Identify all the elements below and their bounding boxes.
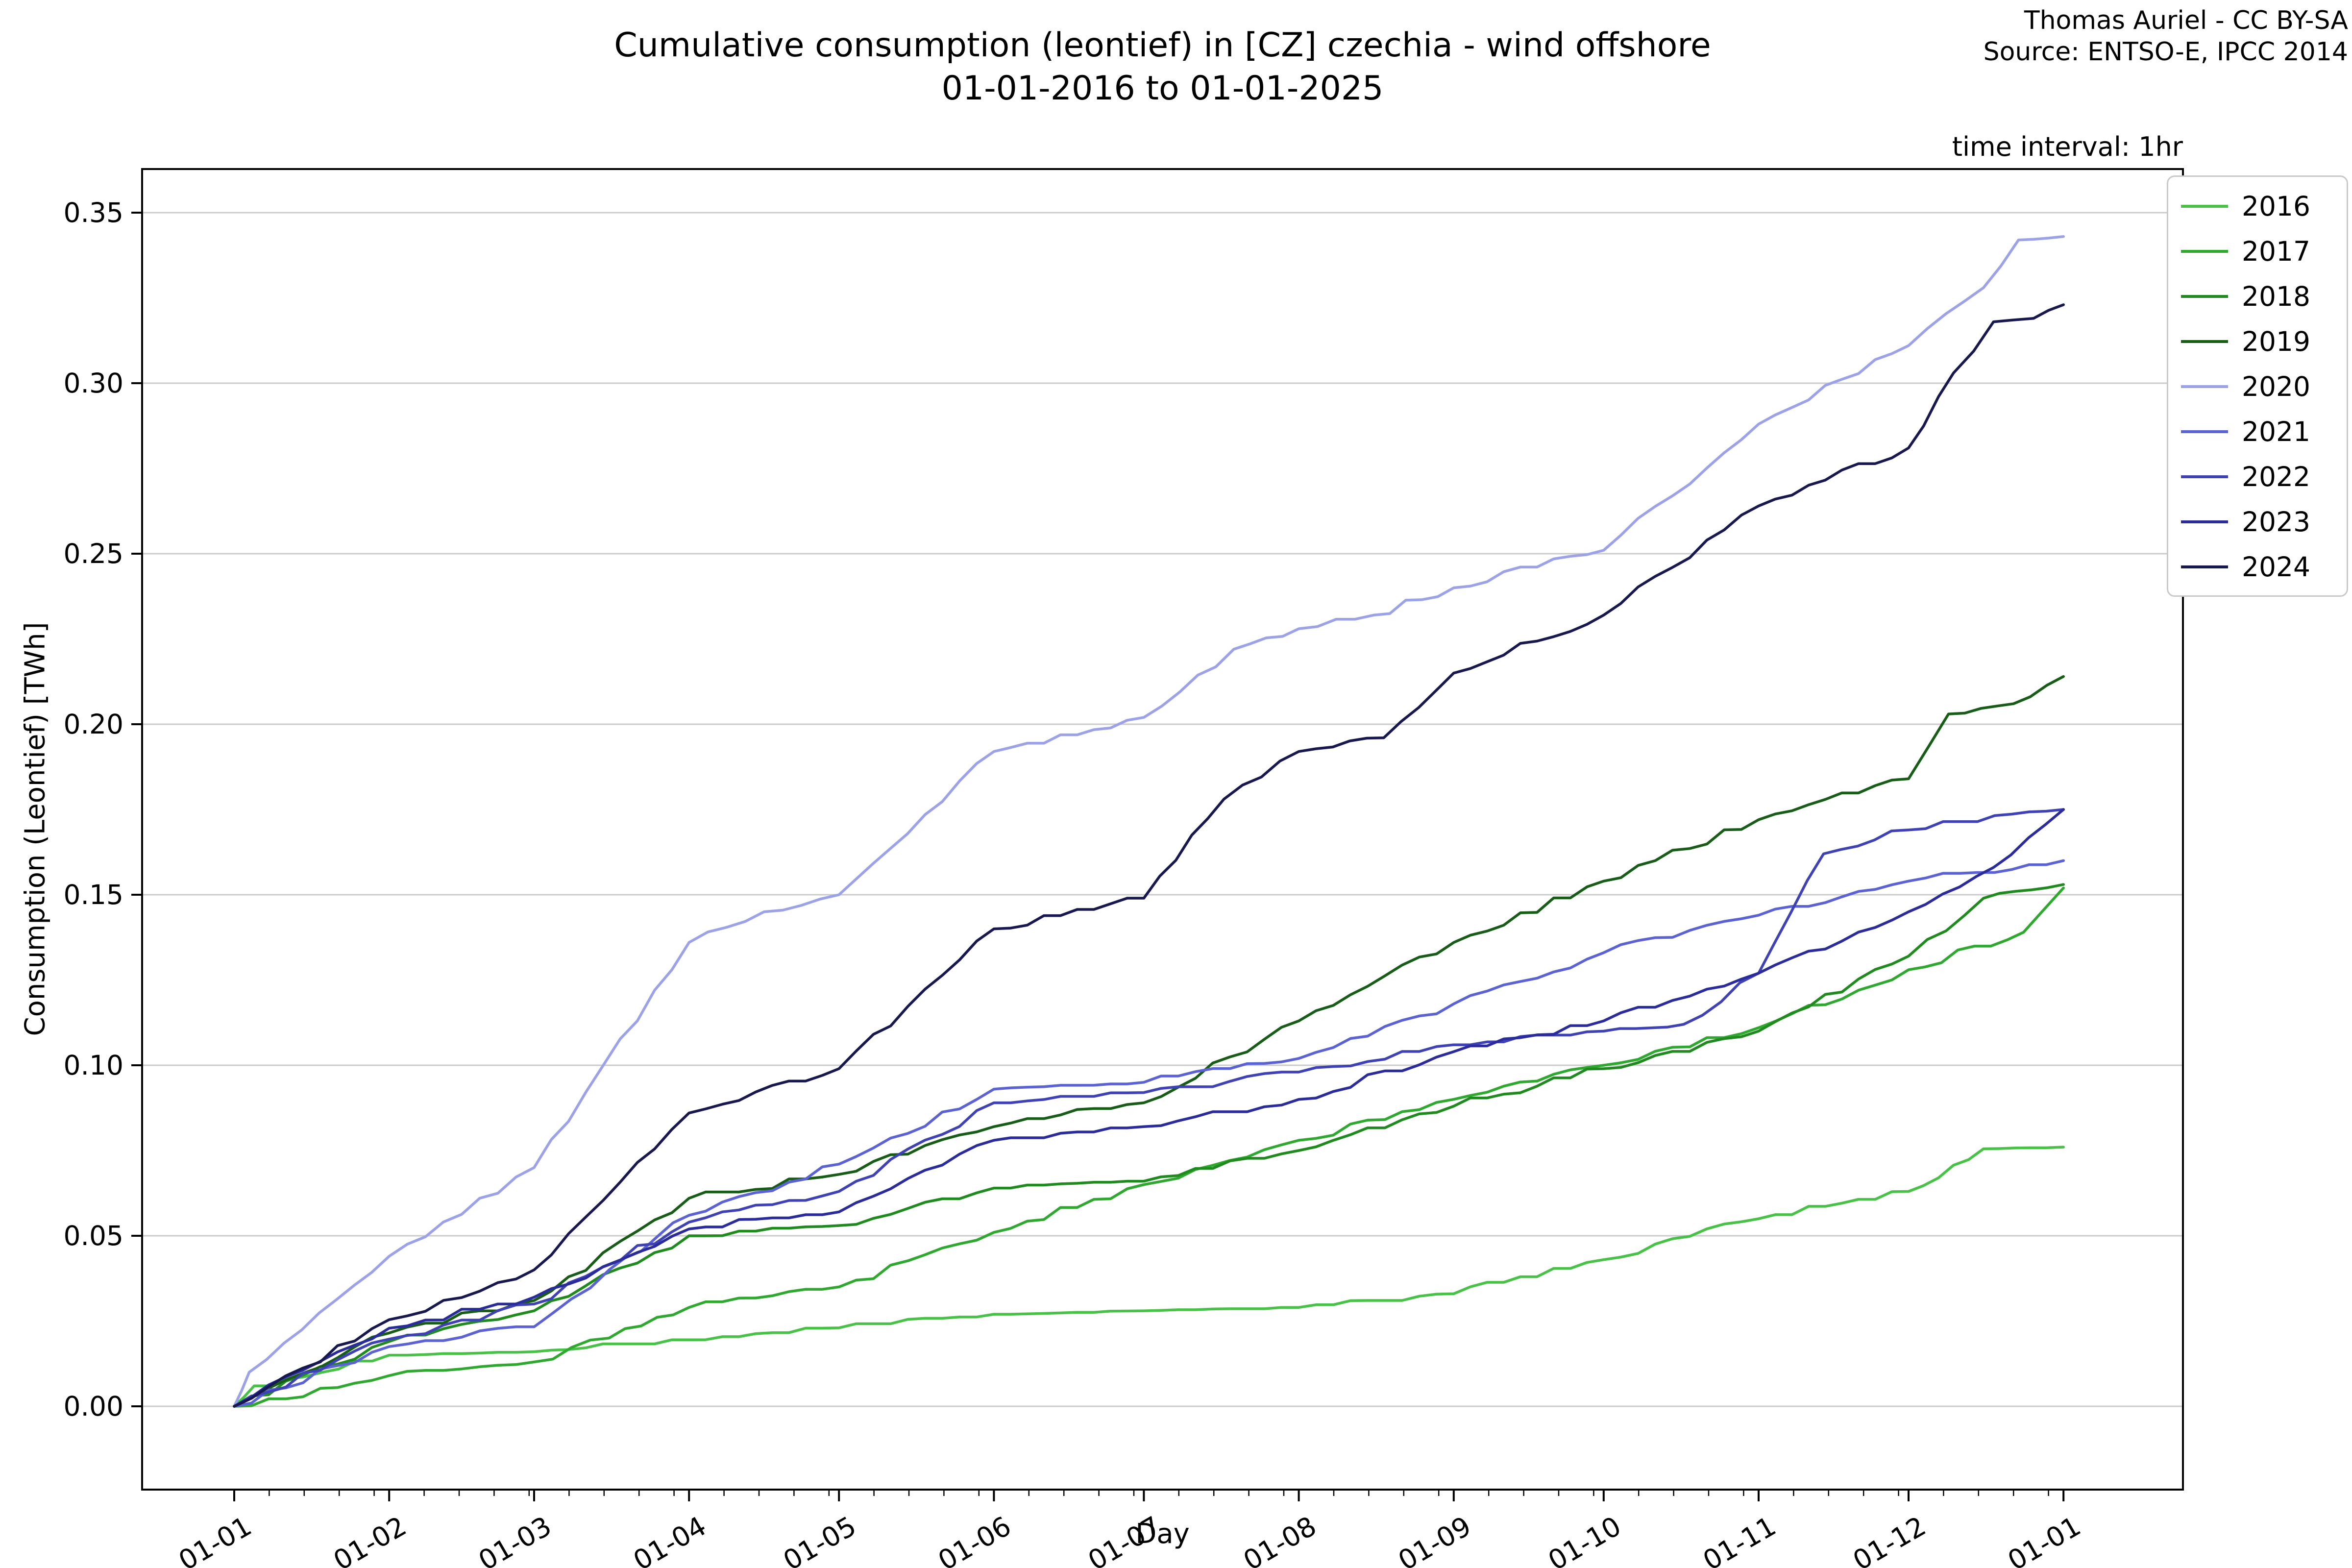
legend-entry-2023: 2023 [2168,499,2347,544]
legend-label-2020: 2020 [2242,371,2310,402]
attribution-author: Thomas Auriel - CC BY-SA [2024,6,2348,35]
time-interval-note: time interval: 1hr [1952,131,2183,162]
x-tick-label: 01-07 [1073,1510,1166,1568]
y-tick-label: 0.05 [63,1220,123,1251]
series-line-2016 [233,1146,2065,1408]
legend: 2016 2017 2018 2019 2020 2021 2022 2023 2024 [2167,175,2348,597]
legend-entry-2017: 2017 [2168,229,2347,274]
x-tick-label: 01-05 [767,1510,861,1568]
gridlines [142,212,2183,1407]
x-tick-label: 01-01 [1992,1510,2086,1568]
x-tick-label: 01-09 [1382,1510,1476,1568]
series-line-2017 [233,886,2065,1408]
x-tick-label: 01-10 [1532,1510,1626,1568]
legend-label-2016: 2016 [2242,191,2310,222]
y-tick-label: 0.25 [63,538,123,569]
y-tick-label: 0.15 [63,879,123,910]
y-tick-label: 0.00 [63,1391,123,1422]
legend-entry-2024: 2024 [2168,544,2347,589]
chart-title: Cumulative consumption (leontief) in [CZ… [614,26,1711,65]
legend-label-2023: 2023 [2242,506,2310,538]
legend-swatch-2019 [2181,340,2228,343]
y-tick-label: 0.20 [63,709,123,740]
plot-border [141,168,2184,1491]
x-axis-title: Day [1135,1518,1190,1550]
legend-swatch-2022 [2181,475,2228,478]
series-line-2020 [233,235,2065,1408]
series-line-2018 [233,883,2065,1408]
y-tick-label: 0.10 [63,1050,123,1081]
x-tick-label: 01-01 [163,1510,257,1568]
legend-swatch-2024 [2181,565,2228,568]
y-tick-label: 0.35 [63,197,123,228]
legend-swatch-2020 [2181,385,2228,388]
x-tick-label: 01-12 [1837,1510,1931,1568]
series-line-2019 [233,675,2065,1408]
x-tick-label: 01-03 [463,1510,557,1568]
legend-label-2024: 2024 [2242,551,2310,583]
legend-label-2019: 2019 [2242,326,2310,357]
legend-label-2022: 2022 [2242,461,2310,492]
legend-label-2021: 2021 [2242,416,2310,447]
legend-swatch-2016 [2181,205,2228,208]
legend-label-2018: 2018 [2242,281,2310,312]
x-tick-label: 01-04 [617,1510,711,1568]
attribution-source: Source: ENTSO-E, IPCC 2014 [1983,37,2348,67]
attribution: Thomas Auriel - CC BY-SA Source: ENTSO-E… [1984,5,2348,68]
x-tick-label: 01-02 [318,1510,412,1568]
legend-swatch-2021 [2181,430,2228,433]
legend-entry-2016: 2016 [2168,184,2347,229]
legend-entry-2021: 2021 [2168,409,2347,454]
legend-entry-2020: 2020 [2168,364,2347,409]
axis-ticks [131,212,2065,1501]
x-tick-label: 01-06 [923,1510,1016,1568]
legend-swatch-2017 [2181,250,2228,253]
series-line-2021 [233,859,2065,1408]
y-tick-label: 0.30 [63,368,123,399]
series-line-2024 [233,303,2065,1408]
series-line-2023 [233,808,2065,1408]
x-tick-label: 01-11 [1687,1510,1781,1568]
legend-label-2017: 2017 [2242,236,2310,267]
legend-entry-2019: 2019 [2168,319,2347,364]
legend-entry-2018: 2018 [2168,274,2347,319]
chart-subtitle: 01-01-2016 to 01-01-2025 [941,69,1384,108]
series-lines [233,235,2065,1408]
legend-swatch-2018 [2181,295,2228,298]
series-line-2022 [233,808,2065,1408]
legend-swatch-2023 [2181,520,2228,523]
legend-entry-2022: 2022 [2168,454,2347,499]
x-tick-label: 01-08 [1227,1510,1321,1568]
